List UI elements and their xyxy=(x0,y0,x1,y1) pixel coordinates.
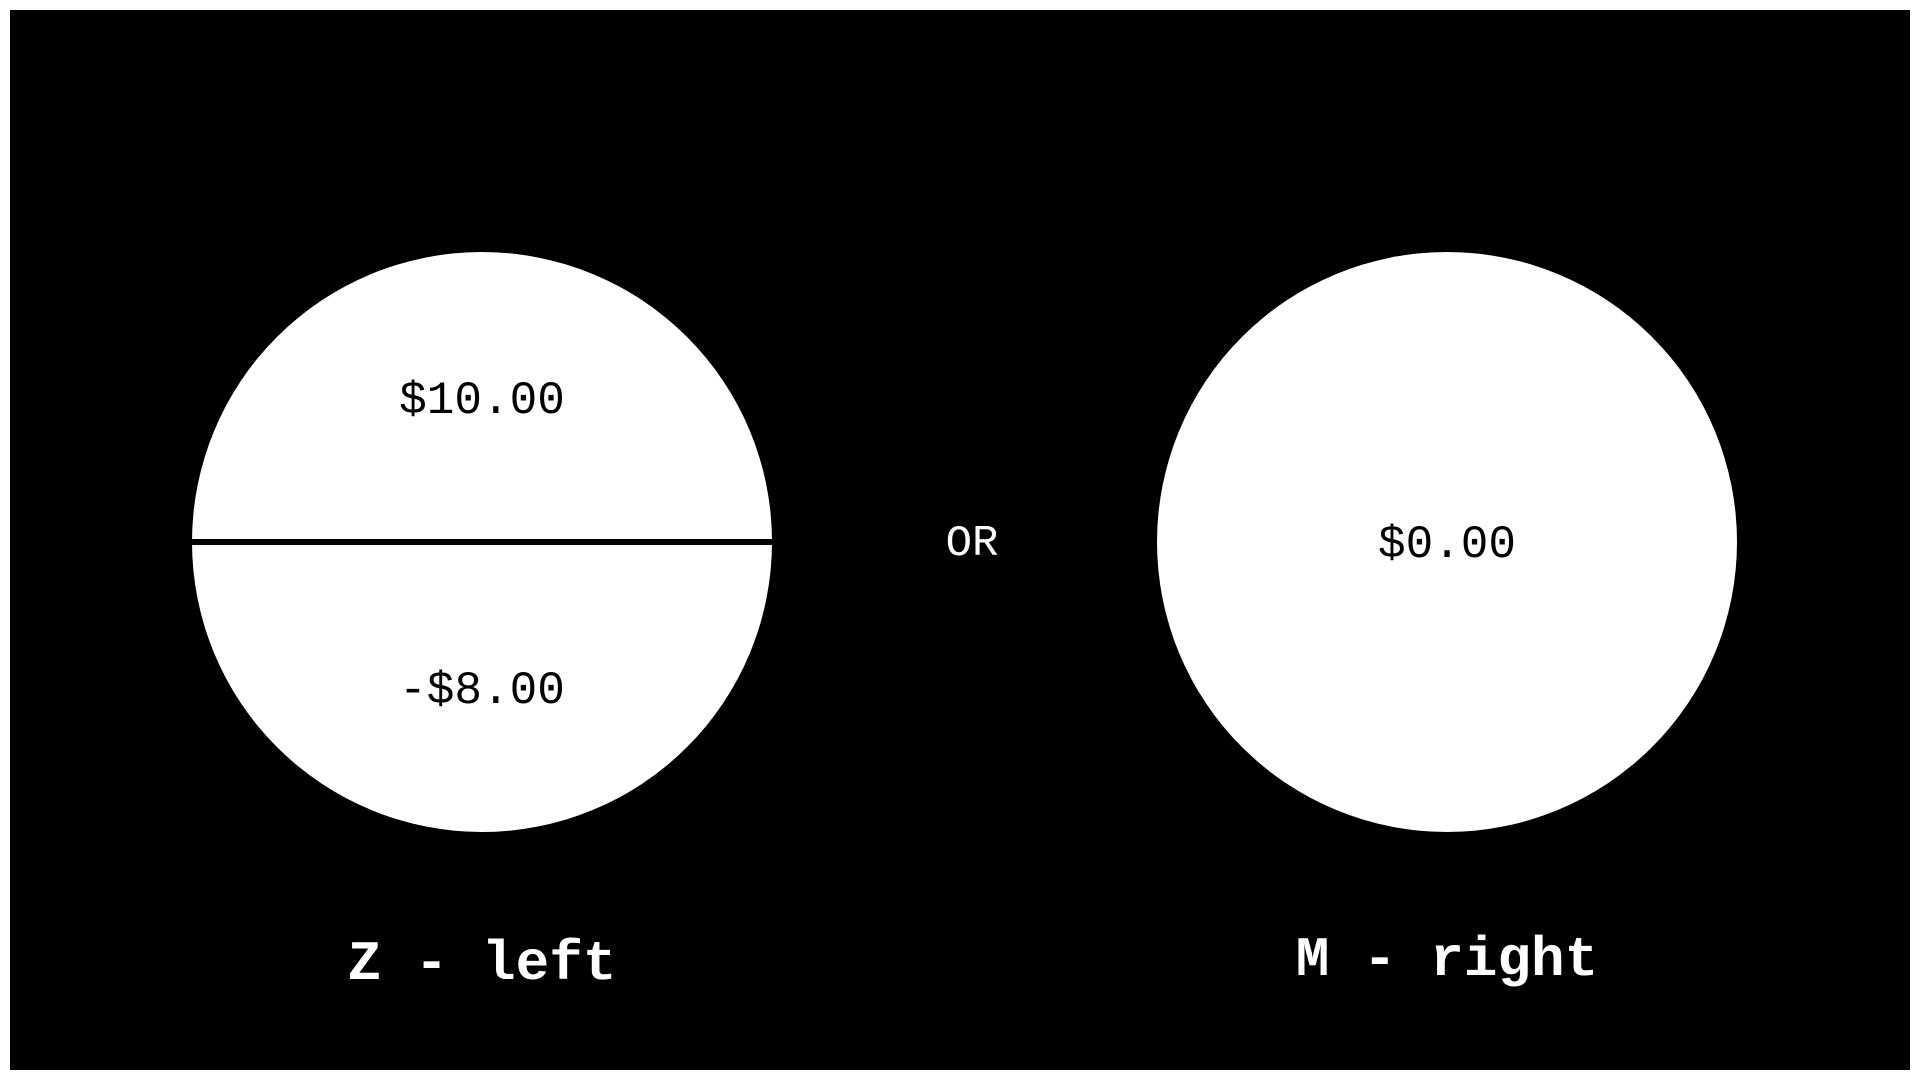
left-key-instruction[interactable]: Z - left xyxy=(347,932,617,996)
loss-amount: -$8.00 xyxy=(399,665,565,717)
gamble-divider-line xyxy=(192,539,772,545)
sure-amount: $0.00 xyxy=(1377,519,1517,571)
right-key-instruction[interactable]: M - right xyxy=(1295,928,1599,992)
task-screen: $10.00 -$8.00 OR $0.00 Z - left M - righ… xyxy=(10,10,1910,1070)
right-sure-option[interactable]: $0.00 xyxy=(1157,252,1737,832)
gain-amount: $10.00 xyxy=(399,375,565,427)
or-separator: OR xyxy=(945,519,999,569)
left-gamble-option[interactable]: $10.00 -$8.00 xyxy=(192,252,772,832)
